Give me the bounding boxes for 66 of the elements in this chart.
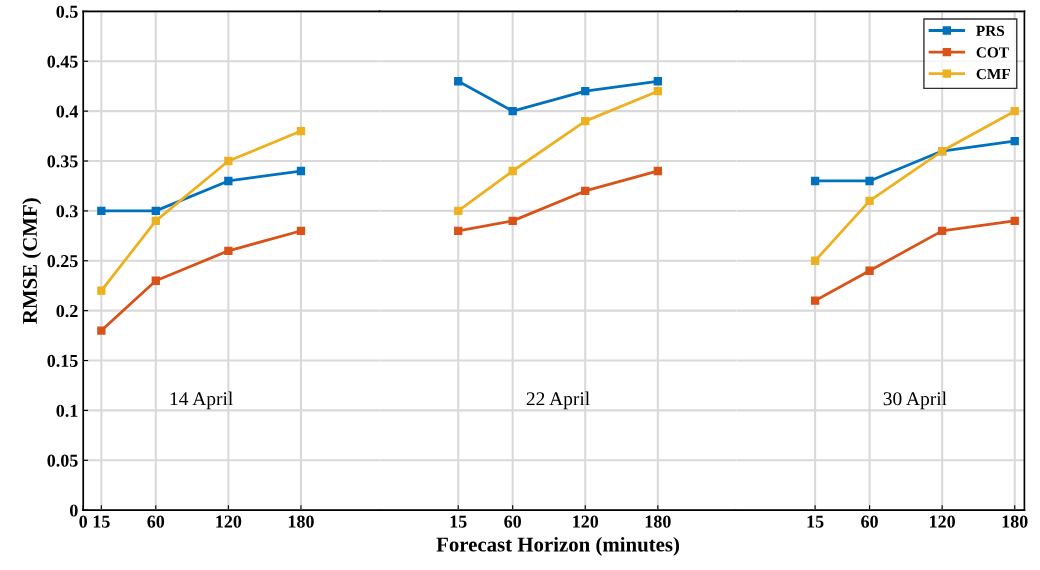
point bbox=[454, 226, 463, 236]
x-tick-label: 0 bbox=[79, 515, 88, 528]
x-tick-label: 180 bbox=[288, 515, 314, 528]
point bbox=[865, 266, 874, 275]
point bbox=[454, 206, 463, 216]
annotation: 22 April bbox=[526, 391, 590, 410]
x-axis-title: Forecast Horizon (minutes) bbox=[436, 536, 680, 556]
y-tick-label: 0.4 bbox=[56, 105, 78, 118]
point bbox=[296, 166, 306, 176]
point bbox=[653, 77, 663, 86]
point bbox=[97, 206, 106, 216]
y-tick-label: 0 bbox=[70, 504, 78, 517]
point bbox=[508, 166, 517, 176]
x-tick-label: 180 bbox=[1002, 515, 1028, 528]
y-tick-label: 0.3 bbox=[56, 205, 78, 218]
point bbox=[224, 156, 233, 166]
y-tick-label: 0.45 bbox=[47, 55, 78, 68]
legend-label: COT bbox=[976, 47, 1009, 58]
x-tick-label: 120 bbox=[216, 515, 242, 528]
x-tick-label: 60 bbox=[147, 515, 165, 528]
point bbox=[224, 246, 233, 255]
point bbox=[1010, 216, 1019, 226]
point bbox=[454, 77, 463, 86]
x-tick-label: 60 bbox=[861, 515, 878, 528]
annotation: 14 April bbox=[170, 391, 233, 410]
legend-label: PRS bbox=[976, 25, 1005, 36]
y-tick-label: 0.25 bbox=[47, 255, 78, 268]
x-tick-label: 120 bbox=[573, 515, 599, 528]
point bbox=[296, 126, 306, 136]
point bbox=[581, 186, 590, 196]
point bbox=[810, 256, 820, 265]
point bbox=[1010, 136, 1019, 146]
point bbox=[151, 216, 160, 226]
point bbox=[810, 176, 820, 186]
y-tick-label: 0.1 bbox=[56, 404, 78, 417]
point bbox=[1010, 106, 1019, 116]
x-tick-label: 15 bbox=[450, 515, 467, 528]
point bbox=[653, 87, 663, 96]
point bbox=[97, 326, 106, 335]
x-tick-label: 60 bbox=[504, 515, 522, 528]
x-tick-label: 15 bbox=[807, 515, 824, 528]
point bbox=[653, 166, 663, 176]
point bbox=[151, 206, 160, 216]
y-tick-label: 0.5 bbox=[56, 5, 78, 18]
point bbox=[810, 296, 820, 305]
point bbox=[224, 176, 233, 186]
y-tick-label: 0.05 bbox=[47, 454, 78, 467]
y-tick-label: 0.2 bbox=[56, 304, 78, 318]
point bbox=[865, 176, 874, 186]
x-tick-label: 180 bbox=[645, 515, 671, 528]
point bbox=[97, 286, 106, 295]
point bbox=[937, 226, 947, 236]
x-tick-label: 15 bbox=[93, 515, 110, 528]
point bbox=[296, 226, 306, 236]
point bbox=[865, 196, 874, 206]
point bbox=[508, 216, 517, 226]
point bbox=[508, 106, 517, 116]
point bbox=[581, 116, 590, 126]
point bbox=[151, 276, 160, 285]
point bbox=[581, 87, 590, 96]
x-tick-label: 120 bbox=[930, 515, 955, 528]
legend-label: CMF bbox=[976, 68, 1010, 80]
annotation: 30 April bbox=[883, 391, 947, 410]
y-tick-label: 0.15 bbox=[47, 354, 78, 368]
y-axis-title: RMSE (CMF) bbox=[22, 198, 42, 324]
y-tick-label: 0.35 bbox=[47, 155, 78, 168]
